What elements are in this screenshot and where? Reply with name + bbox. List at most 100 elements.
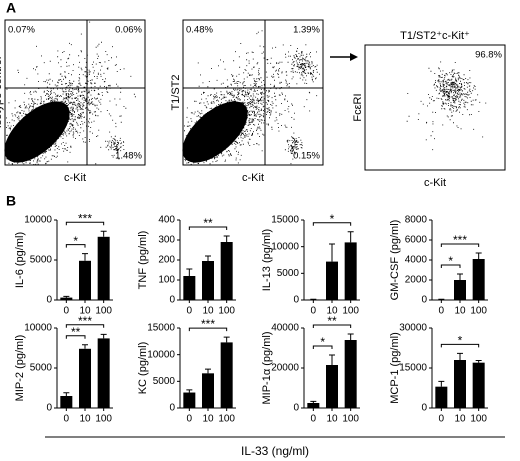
bar bbox=[326, 365, 338, 408]
significance-label: *** bbox=[78, 314, 92, 328]
significance-bracket bbox=[188, 327, 228, 332]
x-tick-label: 100 bbox=[95, 306, 112, 317]
y-tick-label: 100 bbox=[158, 275, 175, 286]
bar bbox=[472, 259, 485, 300]
y-tick-label: 300 bbox=[158, 235, 175, 246]
significance-bracket bbox=[65, 335, 86, 339]
error-bar bbox=[223, 336, 230, 343]
y-tick-label: 400 bbox=[158, 215, 175, 226]
x-tick-label: 100 bbox=[342, 414, 359, 425]
error-bar bbox=[186, 389, 193, 393]
y-axis-label: KC (pg/ml) bbox=[137, 342, 149, 395]
bar bbox=[220, 242, 233, 300]
bar bbox=[202, 261, 214, 300]
x-axis-label: IL-33 (ng/ml) bbox=[241, 444, 309, 458]
y-tick-label: 40000 bbox=[271, 323, 299, 334]
quadrant-percent: 1.48% bbox=[115, 151, 142, 162]
significance-label: *** bbox=[78, 211, 92, 225]
x-tick-label: 10 bbox=[79, 414, 91, 425]
y-tick-label: 30000 bbox=[399, 323, 427, 334]
significance-bracket bbox=[65, 324, 105, 328]
error-bar bbox=[457, 273, 463, 280]
error-bar bbox=[438, 380, 445, 387]
significance-label: ** bbox=[327, 314, 337, 328]
error-bar bbox=[329, 243, 335, 262]
x-tick-label: 0 bbox=[187, 306, 193, 317]
y-tick-label: 5000 bbox=[277, 268, 300, 279]
bar bbox=[454, 280, 466, 300]
bar bbox=[307, 403, 320, 408]
x-tick-label: 10 bbox=[202, 414, 214, 425]
significance-label: * bbox=[320, 335, 325, 349]
x-tick-label: 10 bbox=[326, 306, 338, 317]
quadrant-percent: 0.48% bbox=[186, 25, 213, 36]
quadrant-percent: 0.15% bbox=[293, 151, 320, 162]
bar bbox=[435, 299, 448, 300]
bar bbox=[183, 276, 196, 300]
error-bar bbox=[347, 231, 354, 243]
significance-bracket bbox=[312, 324, 352, 328]
y-axis-label: GM-CSF (pg/ml) bbox=[389, 220, 401, 301]
y-tick-label: 0 bbox=[421, 403, 427, 414]
dots bbox=[285, 44, 320, 84]
significance-bracket bbox=[188, 226, 228, 230]
error-bar bbox=[100, 333, 107, 339]
significance-bracket bbox=[440, 343, 480, 348]
x-tick-label: 100 bbox=[218, 414, 235, 425]
x-tick-label: 100 bbox=[218, 306, 235, 317]
bar bbox=[307, 299, 320, 300]
x-tick-label: 0 bbox=[439, 414, 445, 425]
y-tick-label: 10000 bbox=[24, 323, 52, 334]
y-tick-label: 6000 bbox=[405, 235, 428, 246]
y-tick-label: 10000 bbox=[147, 349, 175, 360]
error-bar bbox=[100, 230, 107, 237]
x-tick-label: 100 bbox=[95, 414, 112, 425]
x-axis-label: c-Kit bbox=[64, 172, 86, 184]
x-axis-label: c-Kit bbox=[424, 177, 446, 189]
x-tick-label: 10 bbox=[454, 414, 466, 425]
bar bbox=[454, 360, 466, 408]
bar bbox=[326, 261, 338, 300]
error-bar bbox=[63, 392, 70, 396]
significance-label: *** bbox=[201, 317, 215, 331]
error-bar bbox=[186, 268, 193, 276]
error-bar bbox=[205, 255, 211, 261]
x-tick-label: 0 bbox=[64, 414, 70, 425]
x-axis-label: c-Kit bbox=[242, 172, 264, 184]
bar bbox=[79, 348, 91, 408]
significance-label: ** bbox=[71, 325, 81, 339]
dots bbox=[184, 51, 290, 165]
x-tick-label: 100 bbox=[470, 414, 487, 425]
x-tick-label: 10 bbox=[79, 306, 91, 317]
y-tick-label: 15000 bbox=[147, 323, 175, 334]
significance-bracket bbox=[440, 243, 480, 247]
quadrant-percent: 96.8% bbox=[475, 50, 502, 61]
x-tick-label: 100 bbox=[470, 306, 487, 317]
y-tick-label: 15000 bbox=[399, 363, 427, 374]
panel-label: B bbox=[6, 193, 16, 209]
y-tick-label: 5000 bbox=[30, 255, 53, 266]
error-bar bbox=[223, 235, 230, 242]
y-axis-label: IL-6 (pg/ml) bbox=[14, 232, 26, 288]
bar bbox=[60, 396, 73, 408]
bar bbox=[97, 236, 110, 300]
significance-label: * bbox=[73, 234, 78, 248]
y-tick-label: 8000 bbox=[405, 215, 428, 226]
x-tick-label: 0 bbox=[311, 306, 317, 317]
y-tick-label: 0 bbox=[169, 295, 175, 306]
y-tick-label: 20000 bbox=[271, 363, 299, 374]
quadrant-percent: 0.07% bbox=[8, 25, 35, 36]
significance-label: * bbox=[448, 254, 453, 268]
y-tick-label: 0 bbox=[293, 295, 299, 306]
significance-bracket bbox=[65, 221, 105, 226]
x-tick-label: 0 bbox=[311, 414, 317, 425]
x-tick-label: 0 bbox=[187, 414, 193, 425]
y-axis-label: MIP-2 (pg/ml) bbox=[14, 335, 26, 402]
significance-bracket bbox=[65, 244, 86, 248]
x-tick-label: 100 bbox=[342, 306, 359, 317]
quadrant-percent: 1.39% bbox=[293, 25, 320, 36]
x-tick-label: 10 bbox=[326, 414, 338, 425]
y-tick-label: 10000 bbox=[271, 241, 299, 252]
dots bbox=[6, 53, 119, 165]
